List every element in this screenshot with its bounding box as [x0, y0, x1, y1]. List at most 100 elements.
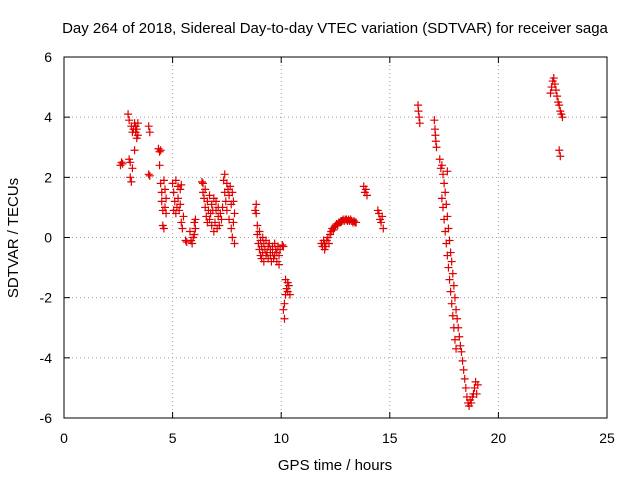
data-point	[431, 137, 440, 146]
y-tick-label: 2	[44, 169, 52, 185]
data-point	[169, 188, 178, 197]
data-point	[160, 185, 169, 194]
data-point	[453, 314, 462, 323]
data-point	[218, 203, 227, 212]
data-point	[549, 74, 558, 83]
data-point	[473, 380, 482, 389]
data-point	[124, 110, 133, 119]
data-point	[430, 116, 439, 125]
data-point	[259, 257, 268, 266]
data-point	[456, 341, 465, 350]
data-point	[432, 143, 441, 152]
chart-title: Day 264 of 2018, Sidereal Day-to-day VTE…	[62, 20, 608, 37]
data-point	[377, 218, 386, 227]
x-tick-label: 15	[382, 430, 398, 446]
data-point	[252, 200, 261, 209]
data-point	[203, 197, 212, 206]
data-point	[230, 209, 239, 218]
data-point	[443, 251, 452, 260]
data-point	[447, 257, 456, 266]
data-point	[215, 221, 224, 230]
data-point	[205, 191, 214, 200]
data-point	[126, 158, 135, 167]
data-point	[352, 218, 361, 227]
data-point	[442, 239, 451, 248]
data-point	[188, 239, 197, 248]
y-tick-label: 4	[44, 109, 52, 125]
data-point	[437, 161, 446, 170]
x-tick-label: 20	[491, 430, 507, 446]
data-point	[285, 290, 294, 299]
data-point	[159, 224, 168, 233]
data-point	[439, 203, 448, 212]
data-point	[558, 113, 567, 122]
plot-frame	[63, 56, 608, 419]
data-point	[555, 146, 564, 155]
data-point	[177, 218, 186, 227]
data-point	[450, 293, 459, 302]
data-point	[472, 389, 481, 398]
data-point	[176, 185, 185, 194]
data-point	[435, 155, 444, 164]
y-tick-label: 6	[44, 49, 52, 65]
data-point	[457, 347, 466, 356]
data-point	[118, 159, 127, 168]
data-point	[127, 177, 136, 186]
data-point	[145, 171, 154, 180]
data-point	[155, 161, 164, 170]
data-point	[448, 311, 457, 320]
data-point	[130, 146, 139, 155]
data-point	[278, 241, 287, 250]
data-point	[201, 185, 210, 194]
data-point	[162, 194, 171, 203]
data-point	[128, 164, 137, 173]
x-tick-label: 0	[60, 430, 68, 446]
data-point	[443, 167, 452, 176]
data-point	[133, 119, 142, 128]
data-point	[441, 188, 450, 197]
data-point	[556, 152, 565, 161]
data-point	[280, 299, 289, 308]
data-point	[226, 182, 235, 191]
data-point	[458, 356, 467, 365]
data-point	[177, 180, 186, 189]
data-point	[284, 281, 293, 290]
data-point	[550, 80, 559, 89]
data-point	[279, 242, 288, 251]
data-point	[441, 227, 450, 236]
data-point	[133, 131, 142, 140]
y-tick-label: -6	[40, 410, 53, 426]
data-point	[216, 209, 225, 218]
data-point	[553, 92, 562, 101]
data-point	[145, 128, 154, 137]
data-point	[160, 203, 169, 212]
data-point	[461, 383, 470, 392]
data-point	[324, 239, 333, 248]
x-tick-label: 25	[599, 430, 615, 446]
data-point	[222, 206, 231, 215]
data-point	[440, 179, 449, 188]
data-point	[174, 194, 183, 203]
data-point	[197, 177, 206, 186]
data-point	[437, 194, 446, 203]
data-point	[439, 170, 448, 179]
data-point	[414, 107, 423, 116]
data-point	[446, 287, 455, 296]
data-point	[229, 218, 238, 227]
data-point	[132, 125, 141, 134]
data-point	[220, 170, 229, 179]
data-point	[253, 221, 262, 230]
grid-layer	[64, 57, 607, 418]
data-point	[207, 200, 216, 209]
data-point	[452, 305, 461, 314]
ticks-layer: 0 5 10 15 20 25 -6 -4 -2 0 2 4 6	[40, 49, 615, 446]
data-point	[210, 218, 219, 227]
x-tick-label: 10	[273, 430, 289, 446]
data-point	[415, 113, 424, 122]
data-point	[362, 191, 371, 200]
data-point	[280, 314, 289, 323]
data-point	[117, 158, 126, 167]
y-tick-label: -2	[40, 290, 53, 306]
